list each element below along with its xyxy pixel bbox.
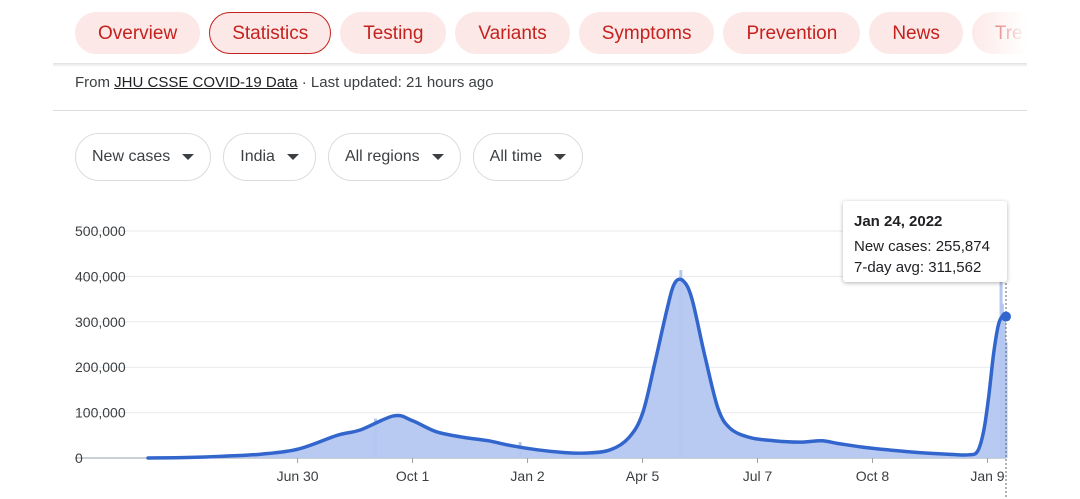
x-tick-label: Jul 7 bbox=[743, 468, 773, 484]
filter-bar: New cases India All regions All time bbox=[75, 133, 584, 181]
y-tick-label: 0 bbox=[75, 450, 83, 466]
last-updated: · Last updated: 21 hours ago bbox=[297, 74, 494, 91]
country-dropdown[interactable]: India bbox=[223, 133, 316, 181]
hover-point bbox=[1001, 311, 1011, 322]
tabs-fade bbox=[967, 0, 1027, 64]
daily-bar bbox=[1004, 341, 1008, 458]
tooltip-avg: 7-day avg: 311,562 bbox=[854, 259, 982, 276]
tooltip-new-cases: New cases: 255,874 bbox=[854, 238, 990, 255]
country-dropdown-label: India bbox=[240, 148, 275, 165]
x-tick-label: Jan 9 bbox=[970, 468, 1004, 484]
tab-prevention[interactable]: Prevention bbox=[723, 12, 861, 54]
daily-bar bbox=[999, 278, 1003, 458]
metric-dropdown[interactable]: New cases bbox=[75, 133, 212, 181]
source-link[interactable]: JHU CSSE COVID-19 Data bbox=[114, 74, 298, 91]
chart-tooltip: Jan 24, 2022 New cases: 255,874 7-day av… bbox=[843, 201, 1007, 282]
time-range-dropdown-label: All time bbox=[489, 148, 543, 165]
tab-overview[interactable]: Overview bbox=[75, 12, 201, 54]
daily-cases-area bbox=[148, 280, 1006, 458]
tab-variants[interactable]: Variants bbox=[455, 12, 570, 54]
data-source-line: From JHU CSSE COVID-19 Data · Last updat… bbox=[75, 74, 494, 91]
region-dropdown[interactable]: All regions bbox=[327, 133, 461, 181]
y-tick-label: 400,000 bbox=[75, 268, 126, 284]
tab-statistics[interactable]: Statistics bbox=[209, 12, 332, 54]
metric-dropdown-label: New cases bbox=[92, 148, 171, 165]
tab-testing[interactable]: Testing bbox=[340, 12, 447, 54]
tooltip-date: Jan 24, 2022 bbox=[854, 213, 943, 230]
seven-day-avg-line bbox=[146, 277, 1008, 460]
x-tick-label: Jun 30 bbox=[277, 468, 319, 484]
time-range-dropdown[interactable]: All time bbox=[472, 133, 584, 181]
y-tick-label: 100,000 bbox=[75, 405, 126, 421]
caret-down-icon bbox=[286, 154, 299, 160]
tab-list: Overview Statistics Testing Variants Symptom… bbox=[75, 12, 1027, 54]
caret-down-icon bbox=[554, 154, 567, 160]
daily-bar bbox=[373, 418, 377, 458]
x-tick-label: Oct 1 bbox=[396, 468, 430, 484]
region-dropdown-label: All regions bbox=[344, 148, 420, 165]
tab-symptoms[interactable]: Symptoms bbox=[578, 12, 715, 54]
daily-bar bbox=[518, 442, 522, 458]
y-tick-label: 200,000 bbox=[75, 359, 126, 375]
topic-tabs: Overview Statistics Testing Variants Symptom… bbox=[53, 0, 1027, 64]
caret-down-icon bbox=[431, 154, 444, 160]
source-prefix: From bbox=[75, 74, 115, 91]
tab-news[interactable]: News bbox=[869, 12, 963, 54]
x-tick-label: Oct 8 bbox=[856, 468, 890, 484]
x-tick-label: Apr 5 bbox=[626, 468, 660, 484]
y-tick-label: 500,000 bbox=[75, 223, 126, 239]
x-tick-label: Jan 2 bbox=[510, 468, 544, 484]
daily-bar bbox=[1000, 303, 1004, 458]
y-tick-label: 300,000 bbox=[75, 314, 126, 330]
daily-bar bbox=[679, 270, 683, 458]
caret-down-icon bbox=[182, 154, 195, 160]
tabs-shadow bbox=[53, 63, 1027, 67]
divider bbox=[53, 110, 1027, 111]
